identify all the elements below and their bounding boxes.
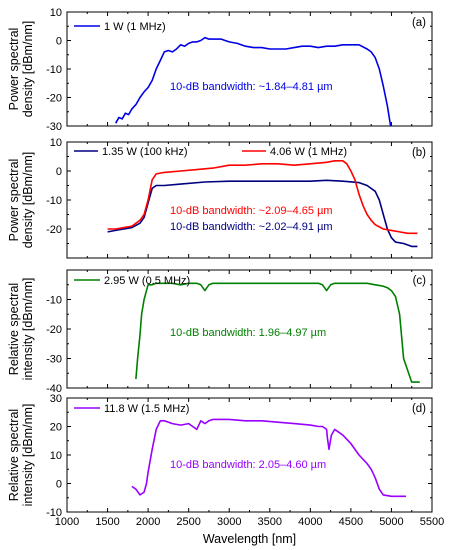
y-tick-label: -40 bbox=[46, 383, 62, 395]
x-tick-label: 3500 bbox=[258, 516, 282, 528]
x-tick-label: 2000 bbox=[136, 516, 160, 528]
y-axis-label: density [dBm/nm] bbox=[21, 152, 35, 249]
y-tick-label: -10 bbox=[46, 295, 62, 307]
bandwidth-annotation: 10-dB bandwidth: 2.05–4.60 µm bbox=[170, 459, 326, 471]
legend-label: 4.06 W (1 MHz) bbox=[270, 146, 347, 158]
y-axis-label: intensity [dBm/nm] bbox=[21, 278, 35, 381]
y-tick-label: 30 bbox=[50, 393, 62, 405]
series-line bbox=[135, 282, 420, 383]
y-tick-label: -20 bbox=[46, 224, 62, 236]
y-tick-label: 0 bbox=[56, 166, 62, 178]
legend-label: 1.35 W (100 kHz) bbox=[102, 146, 188, 158]
bandwidth-annotation: 10-dB bandwidth: ~2.09–4.65 µm bbox=[170, 205, 333, 217]
x-axis-label: Wavelength [nm] bbox=[203, 532, 296, 546]
x-tick-label: 1500 bbox=[95, 516, 119, 528]
bandwidth-annotation: 10-dB bandwidth: ~1.84–4.81 µm bbox=[170, 81, 333, 93]
series-line bbox=[115, 36, 392, 127]
y-axis-label: density [dBm/nm] bbox=[21, 21, 35, 118]
y-tick-label: 10 bbox=[50, 137, 62, 149]
plot-frame bbox=[66, 141, 433, 259]
panel-b: 10 0 -10 -20 Power spectral density [dBm/nm] (… bbox=[7, 137, 433, 259]
x-tick-label: 4500 bbox=[339, 516, 363, 528]
x-tick-label: 3000 bbox=[217, 516, 241, 528]
plot-frame bbox=[66, 397, 433, 513]
x-tick-label: 4000 bbox=[298, 516, 322, 528]
panel-label: (c) bbox=[413, 275, 427, 287]
y-tick-label: -20 bbox=[46, 324, 62, 336]
y-tick-label: -30 bbox=[46, 354, 62, 366]
series-line bbox=[131, 418, 406, 498]
y-axis-label: Power spectral bbox=[7, 28, 21, 111]
legend-label: 2.95 W (0.5 MHz) bbox=[104, 275, 190, 287]
bandwidth-annotation: 10-dB bandwidth: ~2.02–4.91 µm bbox=[170, 221, 333, 233]
y-tick-label: -10 bbox=[46, 64, 62, 76]
x-tick-label: 5500 bbox=[420, 516, 444, 528]
bandwidth-annotation: 10-dB bandwidth: 1.96–4.97 µm bbox=[170, 327, 326, 339]
series-line bbox=[107, 160, 418, 235]
legend-label: 1 W (1 MHz) bbox=[104, 21, 166, 33]
x-tick-label: 5000 bbox=[379, 516, 403, 528]
x-tick-label: 1000 bbox=[55, 516, 79, 528]
y-tick-label: -10 bbox=[46, 195, 62, 207]
y-axis-label: Relative spectral bbox=[7, 409, 21, 501]
panel-a: 10 0 -10 -20 -30 Power spectral density [dBm/n… bbox=[7, 7, 433, 133]
y-tick-label: -10 bbox=[46, 507, 62, 519]
y-axis-label: Power spectral bbox=[7, 159, 21, 242]
panel-label: (a) bbox=[412, 17, 426, 29]
panel-c: -10 -20 -30 -40 Relative spectral intensity [… bbox=[7, 269, 433, 395]
y-tick-label: -20 bbox=[46, 93, 62, 105]
panel-label: (b) bbox=[412, 147, 426, 159]
y-tick-label: 10 bbox=[50, 7, 62, 19]
y-tick-label: 0 bbox=[56, 36, 62, 48]
y-tick-label: 0 bbox=[56, 479, 62, 491]
y-tick-label: -30 bbox=[46, 121, 62, 133]
x-tick-label: 2500 bbox=[176, 516, 200, 528]
y-tick-label: 10 bbox=[50, 450, 62, 462]
series-line bbox=[107, 179, 418, 248]
y-axis-label: Relative spectral bbox=[7, 283, 21, 375]
panel-label: (d) bbox=[412, 403, 426, 415]
legend-label: 11.8 W (1.5 MHz) bbox=[104, 403, 189, 415]
y-axis-label: intensity [dBm/nm] bbox=[21, 404, 35, 507]
y-tick-label: 20 bbox=[50, 422, 62, 434]
